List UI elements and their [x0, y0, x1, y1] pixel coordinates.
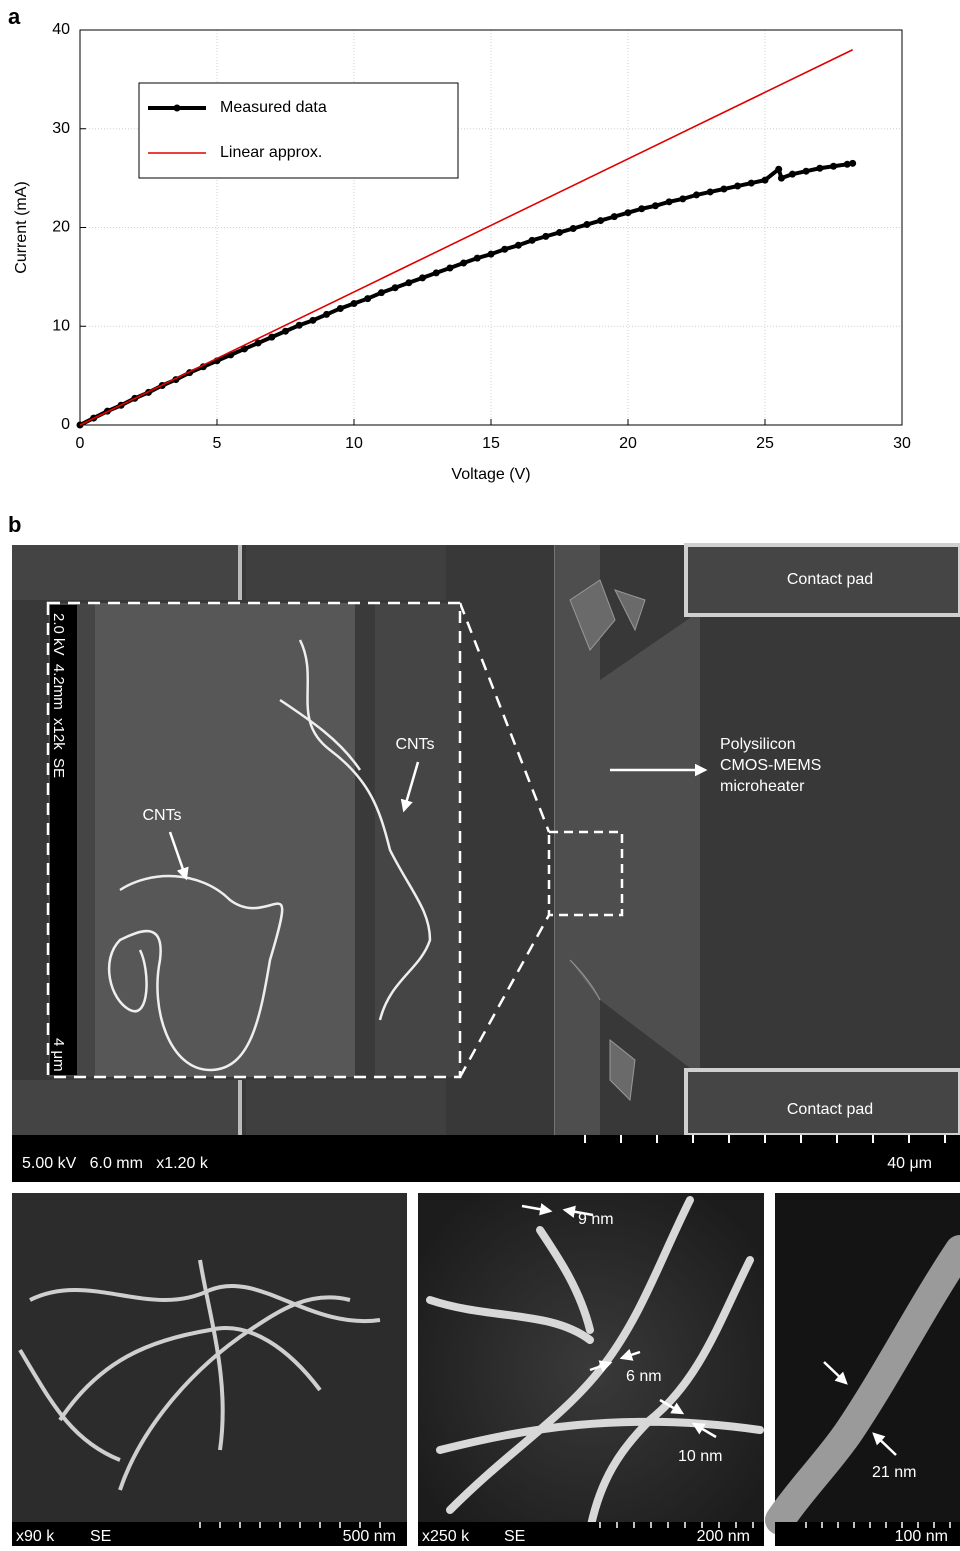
y-tick-label: 30 [52, 120, 70, 137]
data-point [748, 180, 755, 187]
pad-corner [12, 545, 240, 600]
diameter-label: 6 nm [626, 1368, 662, 1385]
x-tick-label: 25 [756, 435, 774, 452]
surface [246, 545, 446, 600]
contact-pad-label: Contact pad [787, 571, 873, 588]
data-point [460, 260, 467, 267]
mode-text: SE [504, 1528, 525, 1545]
data-point [542, 233, 549, 240]
page: a 0 10 20 30 40 0 5 10 15 20 25 30 Voltage (V) Curren… [0, 0, 960, 1546]
panel-label: a [8, 4, 21, 29]
data-point [849, 160, 856, 167]
sem-image [12, 1193, 407, 1546]
data-point [446, 264, 453, 271]
data-point [282, 328, 289, 335]
heater-label: Polysilicon [720, 736, 796, 753]
data-point [789, 171, 796, 178]
data-point [720, 185, 727, 192]
data-point [638, 205, 645, 212]
data-point [501, 246, 508, 253]
legend-marker [174, 105, 181, 112]
x-tick-label: 30 [893, 435, 911, 452]
data-point [474, 255, 481, 262]
x-tick-label: 0 [76, 435, 85, 452]
data-point [323, 311, 330, 318]
legend-box [139, 83, 458, 178]
data-point [337, 305, 344, 312]
diameter-label: 21 nm [872, 1464, 916, 1481]
data-point [392, 284, 399, 291]
x-tick-label: 10 [345, 435, 363, 452]
y-tick-label: 20 [52, 219, 70, 236]
data-point [652, 202, 659, 209]
data-point [309, 317, 316, 324]
data-point [778, 175, 785, 182]
inset-edge [355, 603, 375, 1077]
data-point [583, 221, 590, 228]
data-point [625, 209, 632, 216]
x-tick-label: 5 [213, 435, 222, 452]
info-text: x250 k [422, 1528, 470, 1545]
data-point [666, 198, 673, 205]
x-tick-label: 15 [482, 435, 500, 452]
inset-info: 2.0 kV 4.2mm x12k SE [50, 613, 67, 778]
mode-text: SE [90, 1528, 111, 1545]
data-point [419, 274, 426, 281]
heater-label: CMOS-MEMS [720, 757, 821, 774]
inset-heater [95, 603, 355, 1077]
info-text: 5.00 kV 6.0 mm x1.20 k [22, 1155, 209, 1172]
scale-text: 200 nm [697, 1528, 750, 1545]
figure: a 0 10 20 30 40 0 5 10 15 20 25 30 Voltage (V) Curren… [0, 0, 960, 1546]
data-point [405, 279, 412, 286]
data-point [556, 229, 563, 236]
data-point [268, 334, 275, 341]
contact-pad-label: Contact pad [787, 1101, 873, 1118]
data-point [433, 269, 440, 276]
data-point [816, 165, 823, 172]
data-point [707, 188, 714, 195]
data-point [775, 166, 782, 173]
data-point [803, 168, 810, 175]
data-point [570, 225, 577, 232]
data-point [830, 163, 837, 170]
data-point [693, 191, 700, 198]
scale-text: 40 μm [887, 1155, 932, 1172]
pad-corner [12, 1080, 240, 1135]
scale-text: 100 nm [895, 1528, 948, 1545]
legend-label: Measured data [220, 99, 327, 116]
data-point [378, 289, 385, 296]
x-tick-label: 20 [619, 435, 637, 452]
x-axis-label: Voltage (V) [451, 466, 530, 483]
data-point [529, 237, 536, 244]
y-tick-label: 0 [61, 416, 70, 433]
data-point [762, 177, 769, 184]
y-tick-label: 40 [52, 21, 70, 38]
chart-a: a 0 10 20 30 40 0 5 10 15 20 25 30 Voltage (V) Curren… [8, 4, 911, 483]
data-point [364, 295, 371, 302]
diameter-label: 10 nm [678, 1448, 722, 1465]
cnt-label: CNTs [395, 736, 434, 753]
data-point [611, 213, 618, 220]
data-point [296, 322, 303, 329]
heater-label: microheater [720, 778, 805, 795]
inset-scale: 4 μm [50, 1038, 67, 1072]
scale-text: 500 nm [343, 1528, 396, 1545]
data-point [488, 251, 495, 258]
panel-label: b [8, 512, 21, 537]
data-point [597, 217, 604, 224]
y-tick-label: 10 [52, 317, 70, 334]
surface [246, 1080, 446, 1135]
y-axis-label: Current (mA) [13, 181, 30, 273]
info-text: x90 k [16, 1528, 55, 1545]
data-point [515, 242, 522, 249]
data-point [351, 300, 358, 307]
data-point [255, 340, 262, 347]
cnt-label: CNTs [142, 807, 181, 824]
legend-label: Linear approx. [220, 144, 322, 161]
panel-b: b Contact pad Contact pad Polysilicon CM… [8, 512, 960, 1546]
data-point [679, 195, 686, 202]
data-point [734, 183, 741, 190]
